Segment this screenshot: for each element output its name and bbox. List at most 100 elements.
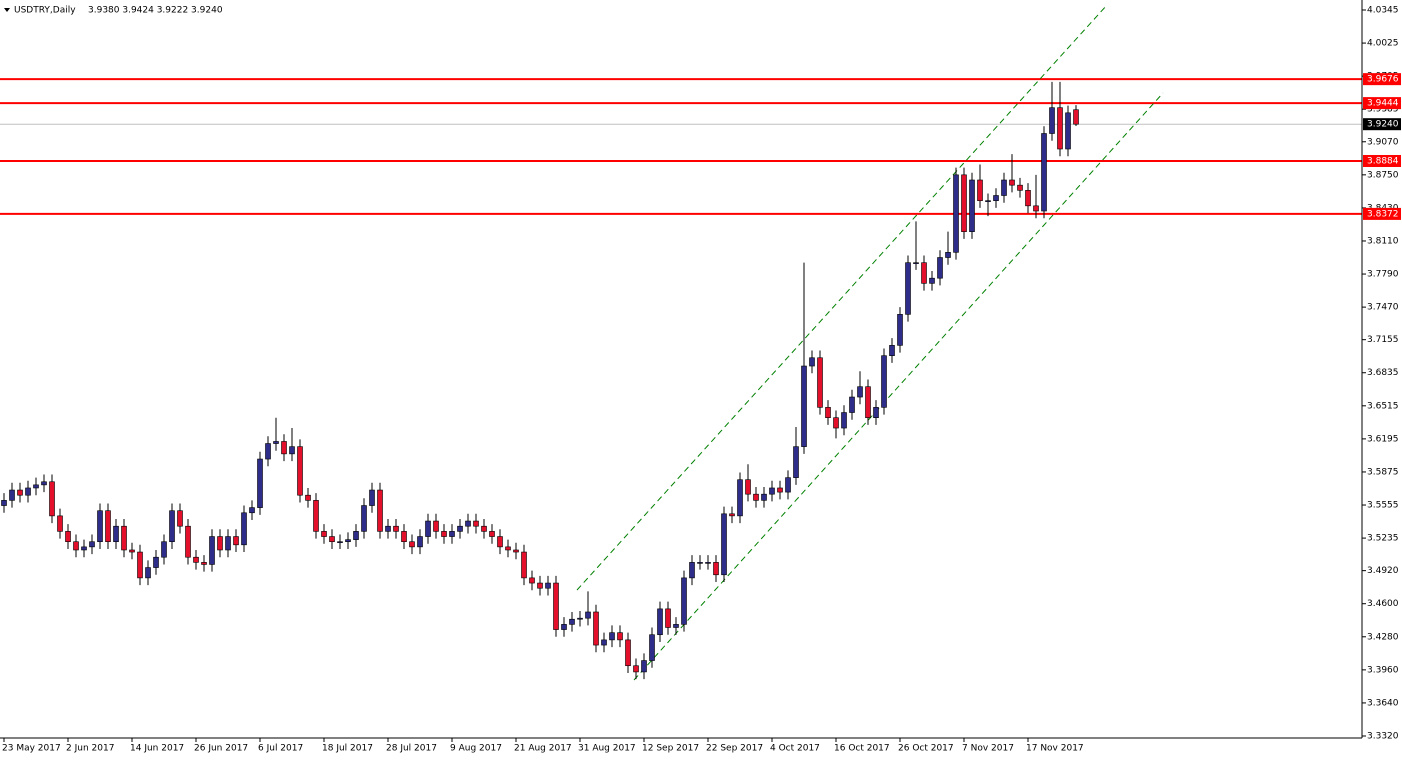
candle-body (369, 489, 375, 506)
candle-body (217, 536, 223, 551)
candle-body (113, 525, 119, 543)
candle-body (521, 551, 527, 579)
y-tick-label: 3.9070 (1367, 137, 1399, 147)
candle-body (913, 262, 919, 264)
candle-body (225, 536, 231, 551)
candle-body (73, 541, 79, 551)
menu-arrow (4, 8, 10, 12)
candle-body (841, 412, 847, 429)
candle-body (689, 562, 695, 579)
y-tick-label: 3.4600 (1367, 599, 1399, 609)
candle-body (297, 446, 303, 496)
candle-body (785, 477, 791, 493)
candle-body (201, 562, 207, 565)
y-tick-label: 3.3320 (1367, 732, 1399, 742)
candle-body (921, 262, 927, 284)
candle-body (401, 531, 407, 543)
y-tick-label: 4.0025 (1367, 39, 1399, 49)
candle-body (41, 481, 47, 486)
candle-body (569, 618, 575, 625)
candle-body (81, 546, 87, 551)
candle-body (489, 531, 495, 537)
candle-body (905, 262, 911, 315)
candle-body (9, 489, 15, 501)
candle-body (17, 489, 23, 496)
y-tick-label: 3.4920 (1367, 566, 1399, 576)
candle-body (937, 257, 943, 279)
x-tick-label: 18 Jul 2017 (322, 744, 373, 754)
level-label: 3.9444 (1367, 99, 1399, 109)
candle-body (745, 479, 751, 495)
y-tick-label: 3.8750 (1367, 170, 1399, 180)
candle-body (465, 520, 471, 527)
level-label: 3.8372 (1367, 209, 1399, 219)
candle-body (121, 525, 127, 551)
candle-body (417, 536, 423, 548)
candle-body (65, 531, 71, 543)
x-tick-label: 17 Nov 2017 (1026, 744, 1084, 754)
candle-body (1041, 133, 1047, 212)
candle-body (985, 200, 991, 202)
candle-body (793, 446, 799, 478)
candle-body (177, 510, 183, 527)
candle-body (697, 562, 703, 564)
candle-body (305, 494, 311, 501)
candle-body (281, 441, 287, 455)
candle-body (761, 493, 767, 501)
candle-body (753, 493, 759, 501)
candle-body (961, 174, 967, 232)
candle-body (865, 386, 871, 418)
y-tick-label: 3.5555 (1367, 501, 1399, 511)
candle-body (705, 562, 711, 564)
level-tag (1363, 154, 1401, 167)
candle-body (345, 539, 351, 543)
candle-body (1001, 179, 1007, 196)
level-tag (1363, 97, 1401, 110)
candle-body (361, 505, 367, 532)
candle-body (625, 639, 631, 667)
y-tick-label: 3.7790 (1367, 270, 1399, 280)
candle-body (833, 417, 839, 429)
candle-body (409, 541, 415, 548)
x-tick-label: 9 Aug 2017 (450, 744, 502, 754)
candle-body (1009, 179, 1015, 186)
x-tick-label: 31 Aug 2017 (578, 744, 636, 754)
candle-body (105, 510, 111, 543)
candle-body (241, 512, 247, 546)
candle-body (193, 556, 199, 563)
x-tick-label: 14 Jun 2017 (130, 744, 184, 754)
candle-body (1025, 190, 1031, 207)
candle-body (129, 549, 135, 553)
candle-body (97, 510, 103, 543)
candle-body (425, 520, 431, 537)
candle-body (145, 567, 151, 579)
y-tick-label: 3.5875 (1367, 467, 1399, 477)
x-tick-label: 28 Jul 2017 (386, 744, 437, 754)
candle-body (809, 357, 815, 367)
last-price-label: 3.9240 (1367, 120, 1399, 130)
candle-body (449, 531, 455, 537)
candle-body (881, 355, 887, 408)
y-tick-label: 3.3640 (1367, 698, 1399, 708)
candle-body (729, 513, 735, 517)
candle-body (457, 525, 463, 532)
x-tick-label: 7 Nov 2017 (962, 744, 1014, 754)
candle-body (89, 541, 95, 548)
candle-body (337, 541, 343, 544)
candle-body (969, 179, 975, 232)
candle-body (577, 617, 583, 620)
candle-body (777, 487, 783, 493)
level-layer (0, 78, 1362, 215)
candle-body (1033, 205, 1039, 212)
candle-body (505, 546, 511, 551)
candle-body (801, 365, 807, 447)
candle-body (25, 487, 31, 496)
x-tick-label: 22 Sep 2017 (706, 744, 763, 754)
candle-body (329, 536, 335, 543)
candle-body (233, 536, 239, 546)
candle-body (57, 515, 63, 532)
candle-body (1065, 112, 1071, 150)
candle-body (897, 314, 903, 346)
candle-body (769, 487, 775, 495)
